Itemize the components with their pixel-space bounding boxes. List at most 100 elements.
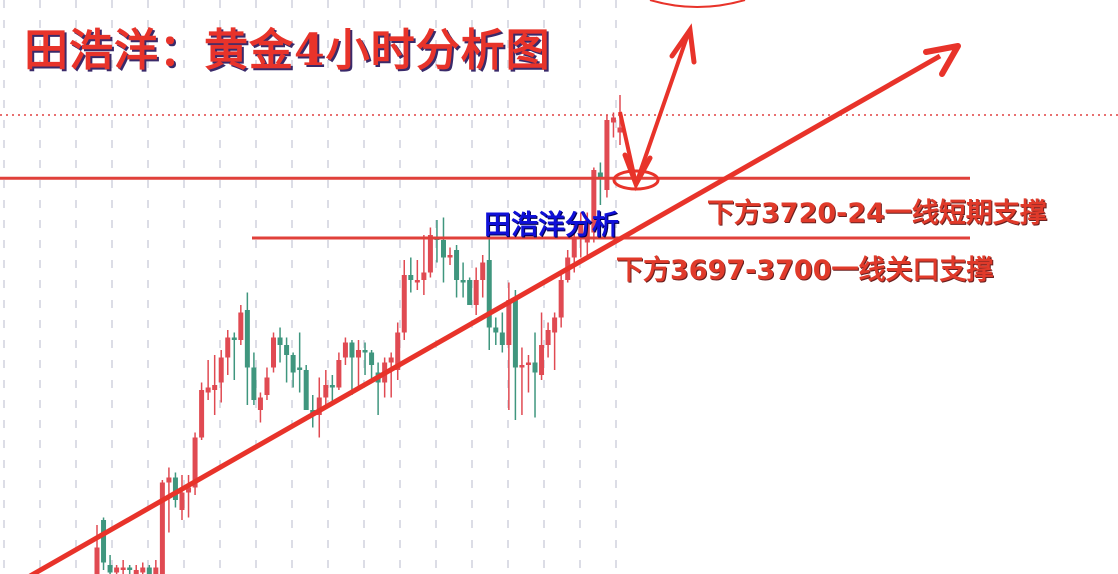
candle: [395, 322, 401, 380]
candle: [545, 322, 551, 358]
candle-body: [218, 357, 224, 383]
candle: [120, 560, 126, 574]
candle: [264, 367, 270, 400]
candle-body: [101, 520, 107, 563]
candle-body: [408, 275, 414, 280]
candle-body: [473, 280, 479, 305]
candle: [244, 292, 250, 405]
candle: [421, 235, 427, 295]
candle: [277, 327, 283, 363]
candle: [525, 355, 531, 393]
candle: [362, 342, 368, 375]
candle-body: [271, 337, 277, 368]
candle: [238, 305, 244, 345]
candle-body: [251, 367, 257, 400]
candle-body: [421, 272, 427, 280]
candle-body: [336, 360, 342, 388]
up-arrowhead-icon: [669, 23, 697, 65]
candle: [440, 217, 446, 283]
candle-body: [499, 332, 505, 345]
lower-support-annotation: 下方3697-3700一线关口支撑: [616, 255, 994, 286]
candle-body: [323, 385, 329, 398]
candle: [467, 277, 473, 305]
candle-body: [604, 120, 610, 190]
candle: [257, 392, 263, 423]
candle-body: [401, 275, 407, 333]
candle-body: [159, 482, 165, 574]
candle: [329, 375, 335, 403]
candle: [447, 247, 453, 265]
candle: [604, 115, 610, 198]
candle-body: [454, 250, 460, 280]
candle: [212, 355, 218, 415]
candle: [493, 317, 499, 345]
candle: [388, 352, 394, 398]
pullback-arrow: [618, 33, 690, 192]
candle: [532, 332, 538, 418]
candle: [140, 562, 146, 574]
candle-body: [369, 352, 375, 365]
candle: [336, 352, 342, 390]
candle: [356, 340, 361, 390]
candle-body: [297, 367, 303, 370]
candle: [159, 480, 165, 574]
candle-body: [264, 377, 270, 395]
candle: [179, 475, 185, 520]
candle: [610, 112, 616, 138]
candle-body: [205, 387, 211, 393]
candle-body: [140, 567, 146, 573]
candle: [205, 360, 211, 400]
candle-body: [186, 487, 192, 493]
candle-body: [447, 255, 453, 258]
candle: [414, 260, 420, 290]
candle-body: [591, 170, 597, 233]
candle-body: [552, 317, 558, 333]
candle-body: [584, 220, 590, 243]
candle-body: [290, 355, 296, 373]
candle-body: [316, 397, 322, 415]
candle-body: [460, 280, 466, 283]
candle-body: [120, 567, 126, 570]
candle: [512, 290, 518, 420]
candle-body: [525, 362, 531, 365]
page-title: 田浩洋：黄金4小时分析图: [24, 25, 551, 76]
candle-body: [257, 397, 263, 410]
candle-body: [610, 117, 616, 123]
candle-body: [440, 240, 446, 258]
candle-body: [303, 370, 309, 410]
candle: [552, 312, 558, 370]
candle: [584, 212, 590, 258]
candle: [290, 352, 296, 388]
candle: [251, 352, 257, 405]
candle-body: [231, 337, 237, 340]
candle: [218, 350, 224, 403]
candle: [231, 332, 237, 380]
candle: [539, 312, 545, 380]
candle-body: [146, 567, 152, 574]
candle: [408, 257, 414, 293]
candle: [558, 275, 564, 328]
candle: [323, 370, 329, 408]
candle: [342, 337, 348, 365]
candle-body: [558, 280, 564, 318]
candle: [480, 255, 486, 298]
candle: [133, 565, 139, 574]
candle: [225, 330, 231, 375]
candle: [597, 162, 603, 205]
candle: [192, 432, 198, 495]
candle-body: [349, 342, 355, 358]
candle-body: [172, 477, 178, 500]
candle-body: [153, 567, 159, 574]
candle-body: [532, 362, 538, 373]
candle-body: [617, 127, 623, 133]
candle-body: [539, 345, 545, 375]
candle: [486, 227, 492, 350]
candle-body: [277, 337, 283, 345]
candle: [101, 517, 107, 570]
upper-support-annotation: 下方3720-24一线短期支撑: [707, 198, 1047, 229]
candle: [303, 365, 309, 410]
candle-body: [114, 567, 120, 573]
candle-body: [486, 260, 492, 328]
candle-body: [545, 330, 551, 345]
candle: [172, 472, 178, 508]
